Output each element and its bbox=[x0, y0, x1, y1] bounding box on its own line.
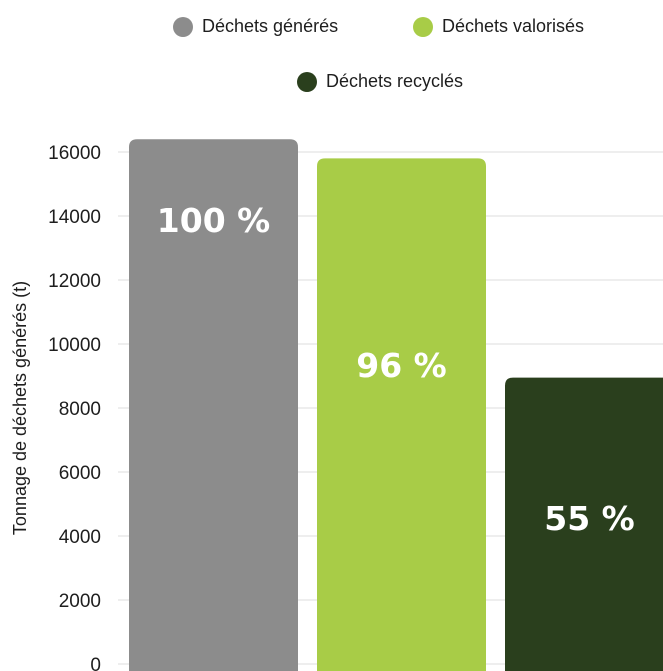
data-label-2: 96 % bbox=[356, 346, 446, 385]
y-tick-4000: 4000 bbox=[59, 527, 101, 548]
legend-dot-valorises bbox=[413, 16, 433, 37]
legend-label-generes: Déchets générés bbox=[202, 16, 339, 36]
y-tick-0: 0 bbox=[90, 655, 101, 671]
y-tick-12000: 12000 bbox=[48, 271, 101, 292]
legend-label-recycles: Déchets recyclés bbox=[326, 71, 464, 91]
y-tick-16000: 16000 bbox=[48, 143, 101, 164]
y-axis-label: Tonnage de déchets générés (t) bbox=[10, 281, 30, 535]
y-tick-10000: 10000 bbox=[48, 335, 101, 356]
legend-dot-generes bbox=[173, 16, 193, 37]
y-axis-ticks: 0 2000 4000 6000 8000 10000 12000 14000 16000 bbox=[48, 143, 101, 671]
legend-dot-recycles bbox=[297, 71, 317, 92]
legend-item-recycles: Déchets recyclés bbox=[297, 71, 463, 92]
bar-3 bbox=[505, 377, 663, 671]
data-label-3: 55 % bbox=[544, 499, 634, 538]
bar-2 bbox=[317, 158, 486, 671]
bar-1 bbox=[129, 139, 298, 671]
data-label-1: 100 % bbox=[157, 201, 270, 240]
y-tick-6000: 6000 bbox=[59, 463, 101, 484]
y-tick-14000: 14000 bbox=[48, 207, 101, 228]
bars: 100 % 96 % 55 % bbox=[129, 139, 663, 671]
legend-label-valorises: Déchets valorisés bbox=[442, 16, 585, 36]
y-tick-8000: 8000 bbox=[59, 399, 101, 420]
y-tick-2000: 2000 bbox=[59, 591, 101, 612]
legend-item-valorises: Déchets valorisés bbox=[413, 16, 584, 37]
legend-item-generes: Déchets générés bbox=[173, 16, 338, 37]
